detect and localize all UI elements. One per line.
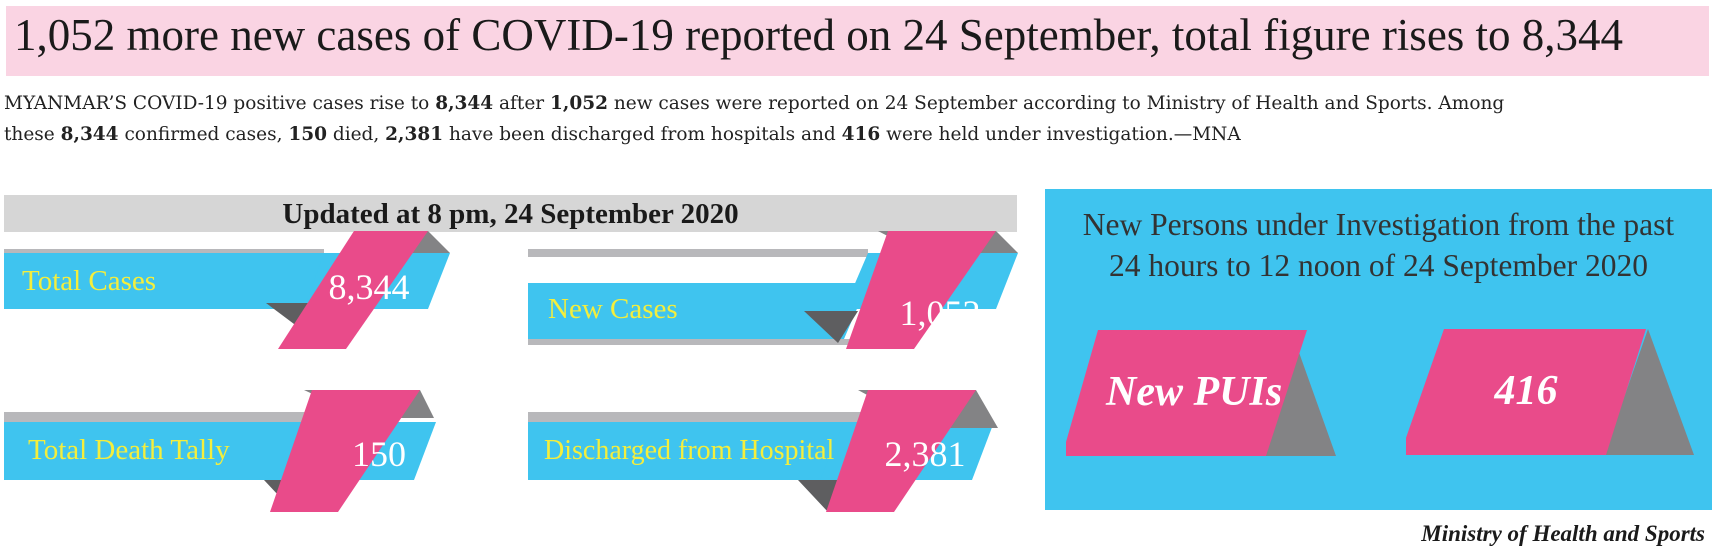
stat-discharged-label: Discharged from Hospital [544,435,835,466]
stat-new-cases-value: 1,052 [899,293,981,333]
updated-banner: Updated at 8 pm, 24 September 2020 [4,195,1017,232]
pui-label-card-graphic [1066,330,1336,456]
pui-title-line2: 24 hours to 12 noon of 24 September 2020 [1109,248,1648,283]
stat-discharged-value: 2,381 [884,434,966,474]
pui-value-card: 416 [1406,329,1696,469]
lead-figure: 1,052 [550,93,608,114]
stat-new-cases: New Cases 1,052 [528,231,1018,351]
lead-figure: 150 [288,124,327,145]
lead-text: after [493,93,551,114]
lead-text: died, [326,124,386,145]
source-credit: Ministry of Health and Sports [1421,521,1705,546]
updated-text: Updated at 8 pm, 24 September 2020 [282,198,739,230]
lead-text: MYANMAR’S COVID-19 positive cases rise t… [4,93,436,114]
lead-figure: 2,381 [385,124,444,145]
lead-figure: 8,344 [435,93,494,114]
stat-total-cases-label: Total Cases [22,265,157,297]
pui-label-card: New PUIs [1066,330,1336,470]
lead-text: confirmed cases, [118,124,289,145]
lead-paragraph: MYANMAR’S COVID-19 positive cases rise t… [4,88,1712,150]
stat-total-deaths-graphic [4,390,436,512]
lead-text: have been discharged from hospitals and [443,124,842,145]
stat-discharged-graphic [528,390,998,512]
stat-new-cases-label: New Cases [548,293,678,325]
pui-value: 416 [1494,368,1558,414]
pui-label: New PUIs [1106,369,1283,415]
stat-new-cases-graphic [528,231,1018,349]
lead-figure: 8,344 [60,124,119,145]
headline-banner [6,6,1709,76]
pui-title-line1: New Persons under Investigation from the… [1082,207,1675,242]
lead-text: were held under investigation.—MNA [880,124,1241,145]
stat-total-cases: Total Cases 8,344 [4,231,450,351]
stat-discharged: Discharged from Hospital 2,381 [528,390,1018,512]
stat-total-deaths-label: Total Death Tally [28,434,230,466]
pui-value-card-graphic [1406,329,1694,455]
stat-total-cases-value: 8,344 [328,267,410,307]
stat-total-deaths: Total Death Tally 150 [4,390,444,512]
lead-figure: 416 [841,124,881,145]
stat-total-cases-graphic [4,231,450,349]
lead-text: new cases were reported on 24 September … [4,93,1505,145]
stat-total-deaths-value: 150 [352,434,406,474]
headline: 1,052 more new cases of COVID-19 reporte… [14,10,1624,60]
pui-title: New Persons under Investigation from the… [1045,204,1712,286]
pui-panel: New Persons under Investigation from the… [1045,189,1712,510]
